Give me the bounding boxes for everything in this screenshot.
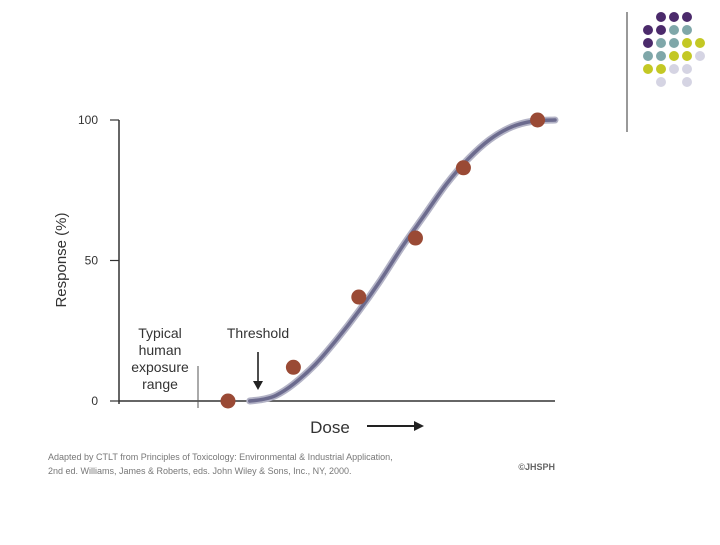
decor-dot bbox=[656, 77, 666, 87]
exposure-label-line-1: Typical bbox=[138, 325, 182, 341]
decor-dot bbox=[656, 64, 666, 74]
decor-dot bbox=[669, 25, 679, 35]
decor-dot bbox=[682, 25, 692, 35]
decor-dot bbox=[669, 64, 679, 74]
threshold-arrow-head bbox=[253, 381, 263, 390]
dose-arrow-head bbox=[414, 421, 424, 431]
decorative-dot-grid bbox=[643, 12, 705, 87]
dose-response-chart: 0 50 100 Response (%) Dose Typical human e… bbox=[53, 112, 559, 437]
decor-dot bbox=[643, 38, 653, 48]
source-caption-line-2: 2nd ed. Williams, James & Roberts, eds. … bbox=[48, 466, 351, 476]
data-point bbox=[220, 393, 236, 409]
decor-dot bbox=[669, 12, 679, 22]
decor-dot bbox=[656, 25, 666, 35]
decor-dot bbox=[695, 51, 705, 61]
exposure-label-line-4: range bbox=[142, 376, 178, 392]
threshold-label: Threshold bbox=[227, 325, 289, 341]
data-point bbox=[407, 230, 423, 246]
response-curve bbox=[248, 118, 557, 403]
decor-dot bbox=[643, 64, 653, 74]
y-tick-label: 100 bbox=[78, 113, 98, 127]
y-axis-ticks: 0 50 100 bbox=[78, 113, 119, 408]
exposure-label-line-3: exposure bbox=[131, 359, 189, 375]
decor-dot bbox=[682, 64, 692, 74]
decor-dot bbox=[682, 51, 692, 61]
exposure-label-line-2: human bbox=[139, 342, 182, 358]
decor-dot bbox=[695, 38, 705, 48]
decor-dot bbox=[643, 25, 653, 35]
decor-dot bbox=[682, 38, 692, 48]
decor-dot bbox=[669, 38, 679, 48]
decor-dot bbox=[656, 38, 666, 48]
decor-dot bbox=[656, 51, 666, 61]
data-point bbox=[351, 289, 367, 305]
decor-dot bbox=[682, 77, 692, 87]
y-tick-label: 0 bbox=[91, 394, 98, 408]
decor-dot bbox=[656, 12, 666, 22]
decor-dot bbox=[682, 12, 692, 22]
jhsph-logo: ©JHSPH bbox=[518, 462, 555, 472]
data-point bbox=[285, 359, 301, 375]
source-caption-line-1: Adapted by CTLT from Principles of Toxic… bbox=[48, 452, 393, 462]
data-points bbox=[220, 112, 546, 409]
decor-dot bbox=[669, 51, 679, 61]
data-point bbox=[455, 160, 471, 176]
y-axis-title: Response (%) bbox=[53, 212, 70, 307]
decor-dot bbox=[643, 51, 653, 61]
y-tick-label: 50 bbox=[85, 254, 99, 268]
data-point bbox=[530, 112, 546, 128]
response-curve-shadow bbox=[246, 116, 559, 405]
x-axis-title: Dose bbox=[310, 418, 350, 437]
